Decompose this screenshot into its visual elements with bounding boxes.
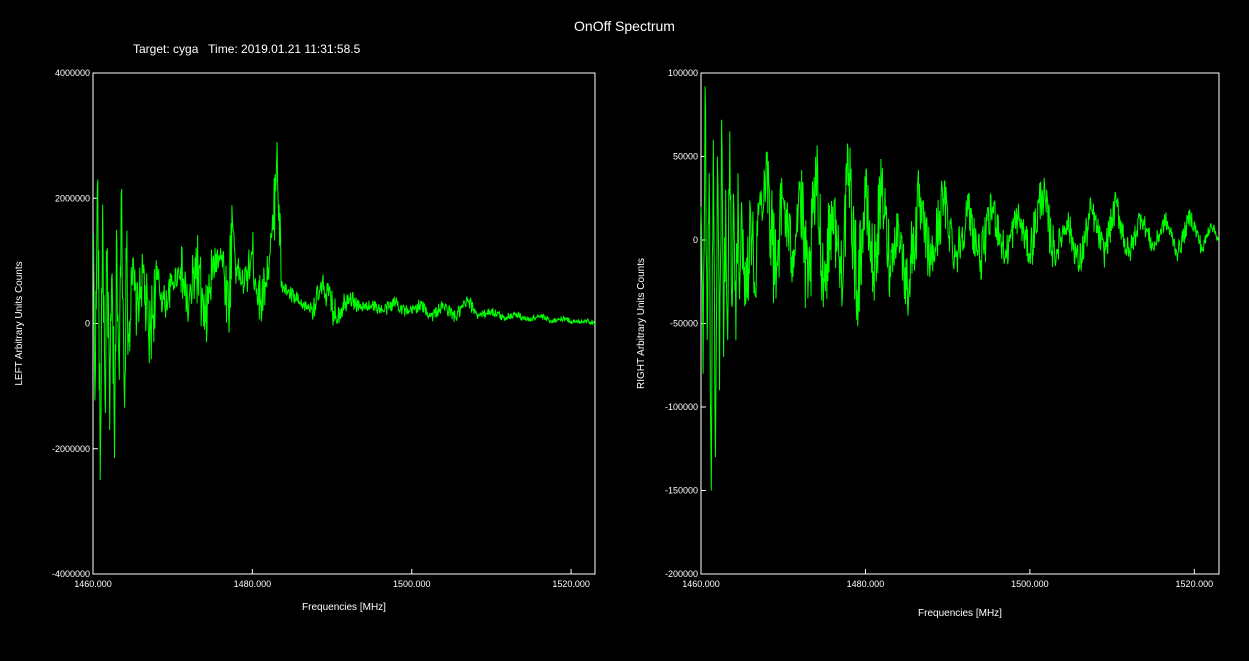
y-tick-label: -2000000 xyxy=(52,444,90,454)
x-tick-label: 1480.000 xyxy=(847,579,885,589)
y-tick-label: 0 xyxy=(85,319,90,329)
x-tick-label: 1480.000 xyxy=(234,579,272,589)
x-axis-label: Frequencies [MHz] xyxy=(302,602,386,613)
plot-frame xyxy=(92,72,596,575)
target-time-label: Target: cyga Time: 2019.01.21 11:31:58.5 xyxy=(133,42,361,56)
spectrum-trace xyxy=(700,86,1220,491)
spectrum-trace xyxy=(92,141,596,481)
x-tick-label: 1500.000 xyxy=(1011,579,1049,589)
y-tick-label: 100000 xyxy=(668,68,698,78)
y-tick-label: 4000000 xyxy=(55,68,90,78)
x-tick-label: 1500.000 xyxy=(393,579,431,589)
y-axis-label: RIGHT Arbitrary Units Counts xyxy=(636,258,647,389)
x-axis-label: Frequencies [MHz] xyxy=(918,608,1002,619)
chart-title: OnOff Spectrum xyxy=(574,18,675,34)
x-tick-label: 1520.000 xyxy=(1176,579,1214,589)
x-tick-label: 1520.000 xyxy=(552,579,590,589)
y-axis-label: LEFT Arbitrary Units Counts xyxy=(14,261,25,385)
plot-frame xyxy=(700,72,1220,575)
x-tick-label: 1460.000 xyxy=(74,579,112,589)
y-tick-label: 50000 xyxy=(673,152,698,162)
y-tick-label: 2000000 xyxy=(55,193,90,203)
y-tick-label: -4000000 xyxy=(52,569,90,579)
y-tick-label: -200000 xyxy=(665,569,698,579)
y-tick-label: -150000 xyxy=(665,486,698,496)
y-tick-label: -100000 xyxy=(665,402,698,412)
x-tick-label: 1460.000 xyxy=(682,579,720,589)
y-tick-label: -50000 xyxy=(670,319,698,329)
y-tick-label: 0 xyxy=(693,235,698,245)
right-spectrum-panel: 100000500000-50000-100000-150000-2000001… xyxy=(636,68,1220,619)
